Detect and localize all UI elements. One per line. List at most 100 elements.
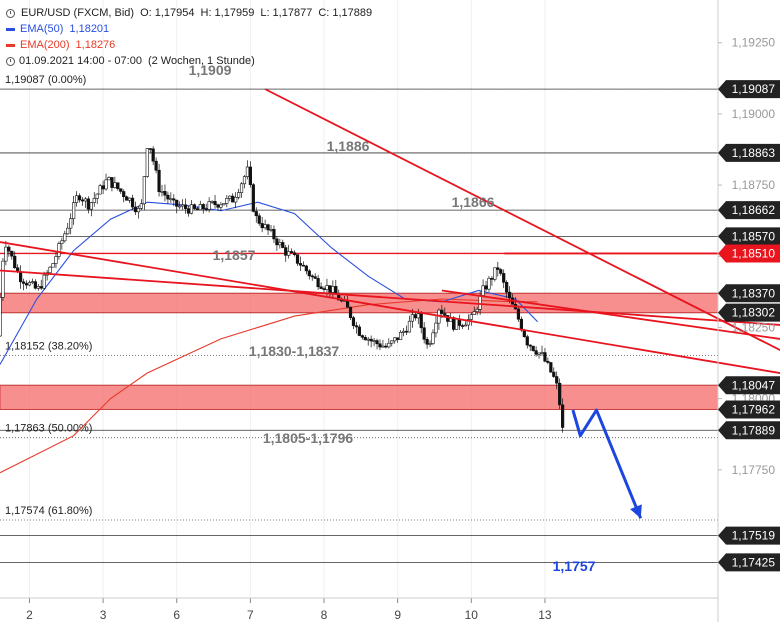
candle-body	[390, 340, 394, 344]
candle-body	[466, 319, 470, 326]
candle-body	[7, 246, 11, 252]
candle-body	[0, 297, 2, 337]
candle-body	[169, 198, 173, 201]
candle-body	[266, 224, 270, 231]
price-badge	[718, 201, 780, 220]
candle-body	[186, 208, 191, 214]
candle-body	[39, 286, 43, 289]
candle-body	[51, 263, 55, 268]
fibonacci-layer: 1,19087 (0.00%) 1,18152 (38.20%) 1,17863 (…	[0, 74, 718, 521]
legend-ema50-row[interactable]: EMA(50) 1,18201	[6, 21, 378, 37]
candle-body	[234, 197, 238, 203]
candle-body	[74, 195, 79, 203]
candle-body	[125, 196, 129, 201]
candle-body	[228, 195, 232, 199]
candle-body	[307, 270, 311, 277]
legend-instrument: EUR/USD (FXCM, Bid)	[21, 7, 135, 19]
x-tick-label: 7	[247, 608, 254, 622]
candle-body	[178, 205, 182, 208]
candle-body	[528, 344, 532, 347]
candle-body	[298, 263, 303, 266]
candle-body	[92, 197, 96, 203]
candle-body	[446, 315, 450, 322]
candle-body	[122, 191, 126, 198]
x-tick-label: 6	[173, 608, 180, 622]
candle-body	[555, 376, 559, 384]
candle-body	[407, 320, 412, 333]
candle-body	[245, 166, 250, 177]
price-badge	[718, 376, 780, 395]
y-tick-label: 1,18250	[732, 320, 776, 334]
candle-body	[210, 201, 214, 203]
level-annotation: 1,1909	[189, 62, 232, 78]
candle-body	[172, 198, 176, 201]
candle-body	[42, 274, 46, 289]
candle-body	[163, 191, 167, 196]
candle-body	[375, 340, 379, 345]
level-annotation: 1,1886	[327, 138, 370, 154]
candle-body	[295, 254, 300, 264]
candle-body	[236, 192, 241, 198]
price-badge-label: 1,17889	[732, 423, 776, 437]
candle-body	[48, 266, 52, 274]
candle-body	[80, 199, 85, 202]
candle-body	[543, 352, 547, 362]
candle-body	[301, 264, 306, 267]
candle-body	[369, 338, 373, 342]
candle-body	[561, 404, 565, 428]
candle-body	[552, 371, 556, 377]
projection-arrow	[571, 408, 643, 519]
price-badge-label: 1,18510	[732, 246, 776, 260]
price-badge-label: 1,19087	[732, 82, 776, 96]
candle-body	[502, 273, 506, 283]
candle-body	[133, 206, 138, 213]
price-badge	[718, 526, 780, 545]
candle-body	[325, 285, 329, 290]
candle-body	[222, 202, 226, 206]
legend-ohlc-row: EUR/USD (FXCM, Bid) O: 1,17954 H: 1,1795…	[6, 5, 378, 21]
ema200-swatch	[6, 43, 15, 47]
candle-body	[269, 229, 273, 231]
candle-body	[493, 267, 497, 280]
candle-body	[537, 352, 541, 355]
price-badge-label: 1,17519	[732, 529, 776, 543]
candle-body	[189, 204, 194, 214]
candle-body	[21, 281, 26, 284]
candle-body	[481, 285, 485, 296]
price-badge-label: 1,17425	[732, 555, 776, 569]
candle-body	[272, 229, 276, 240]
candle-body	[66, 227, 70, 235]
price-badge	[718, 244, 780, 263]
candle-body	[499, 269, 503, 274]
x-tick-label: 10	[465, 608, 479, 622]
projection-layer	[571, 408, 643, 519]
candle-body	[239, 183, 244, 193]
candle-body	[83, 198, 88, 202]
candle-body	[387, 342, 391, 348]
candle-body	[225, 198, 229, 204]
candle-body	[213, 201, 217, 206]
legend-ema200-row[interactable]: EMA(200) 1,18276	[6, 37, 378, 53]
legend-ema200-label: EMA(200)	[20, 39, 70, 51]
candle-body	[216, 204, 220, 208]
candle-body	[540, 352, 544, 354]
candle-body	[148, 148, 152, 150]
price-badge	[718, 303, 780, 322]
candle-body	[331, 286, 335, 293]
legend-period-note: (2 Wochen, 1 Stunde)	[147, 55, 255, 67]
candle-body	[322, 288, 326, 290]
candle-body	[422, 327, 426, 340]
candle-body	[251, 184, 255, 212]
candle-body	[183, 204, 188, 209]
candle-body	[357, 326, 361, 336]
trend-line	[0, 269, 780, 326]
candle-body	[63, 233, 67, 242]
chart-legend: EUR/USD (FXCM, Bid) O: 1,17954 H: 1,1795…	[6, 5, 378, 69]
candle-body	[281, 242, 285, 248]
candle-body	[381, 345, 385, 348]
candle-body	[431, 332, 435, 344]
candle-body	[425, 339, 429, 345]
candle-body	[404, 330, 409, 333]
candle-body	[201, 204, 205, 210]
